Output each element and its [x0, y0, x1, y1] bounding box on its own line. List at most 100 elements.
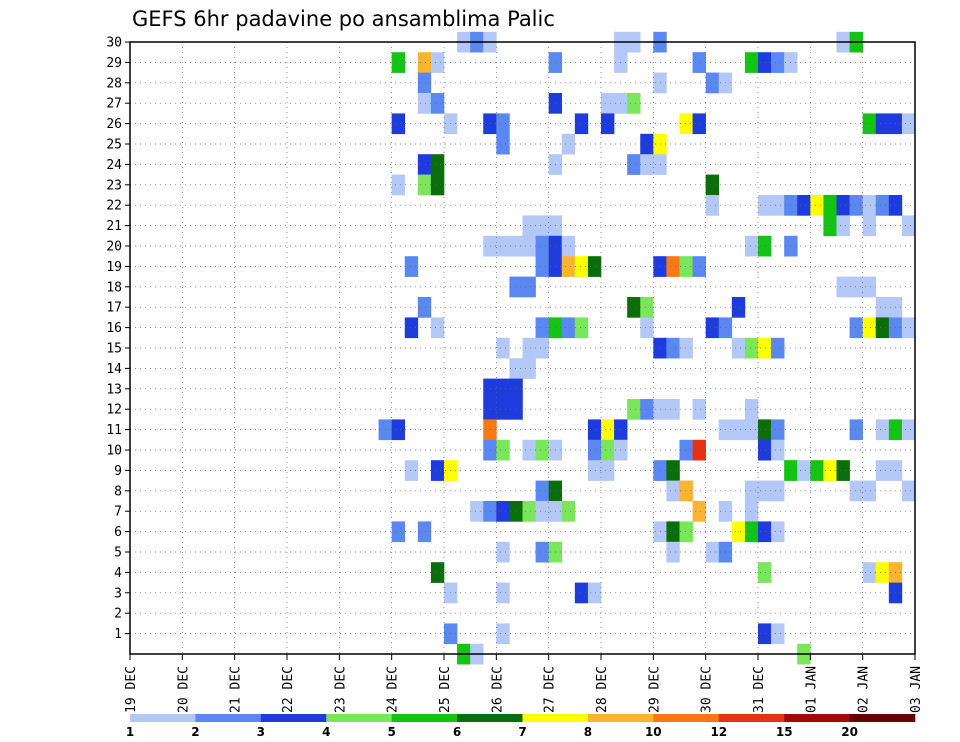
y-tick-26: 26: [106, 117, 122, 132]
cell-76: [509, 235, 523, 257]
y-tick-9: 9: [114, 464, 122, 479]
y-tick-22: 22: [106, 199, 122, 214]
colorbar-swatch-6: [522, 714, 589, 722]
colorbar-swatch-3: [326, 714, 392, 722]
cell-23: [430, 93, 445, 114]
colorbar-swatch-1: [195, 714, 262, 722]
cell-84: [404, 256, 419, 277]
cell-121: [522, 337, 536, 359]
cell-25: [601, 93, 615, 114]
cell-159: [901, 419, 916, 441]
cell-189: [679, 480, 693, 502]
cell-88: [574, 256, 589, 277]
cell-33: [601, 113, 615, 135]
cell-235: [771, 623, 785, 645]
y-tick-12: 12: [106, 403, 122, 418]
colorbar-swatch-2: [260, 714, 327, 722]
cell-30: [483, 113, 497, 135]
cell-80: [561, 235, 576, 257]
y-tick-20: 20: [106, 240, 122, 255]
colorbar-swatch-11: [849, 714, 916, 722]
colorbar-label-20: 20: [841, 725, 858, 739]
cell-217: [535, 541, 549, 563]
colorbar-swatch-10: [784, 714, 850, 722]
cell-59: [797, 195, 811, 216]
cell-114: [849, 317, 863, 339]
y-tick-8: 8: [114, 484, 122, 499]
cell-169: [692, 439, 706, 461]
cell-62: [836, 195, 850, 216]
y-axis: 1234567891011121314151617181920212223242…: [106, 36, 130, 642]
cell-230: [587, 582, 602, 604]
cell-156: [849, 419, 863, 441]
x-tick-13: 01 JAN: [804, 666, 819, 713]
colorbar-swatch-8: [653, 714, 720, 722]
cell-207: [391, 521, 406, 543]
cell-10: [430, 52, 445, 73]
cell-181: [810, 460, 824, 481]
colorbar-label-15: 15: [776, 725, 793, 739]
cell-184: [875, 460, 890, 481]
cell-107: [535, 317, 549, 339]
colorbar-label-5: 5: [388, 725, 396, 739]
colorbar-label-7: 7: [518, 725, 526, 739]
cell-105: [404, 317, 419, 339]
cell-71: [836, 215, 850, 237]
cell-131: [522, 358, 536, 379]
cell-196: [470, 501, 484, 522]
x-tick-15: 03 JAN: [909, 666, 924, 713]
cell-215: [771, 521, 785, 543]
x-tick-10: 29 DEC: [647, 666, 662, 713]
cell-228: [496, 582, 510, 604]
cell-93: [692, 256, 706, 277]
y-tick-30: 30: [106, 36, 122, 51]
cell-106: [430, 317, 445, 339]
cell-134: [496, 378, 510, 400]
cell-133: [483, 378, 497, 400]
cell-138: [509, 399, 523, 420]
cell-137: [496, 399, 510, 420]
cell-128: [758, 337, 772, 359]
cell-45: [430, 154, 445, 175]
cell-68: [535, 215, 549, 237]
cell-22: [417, 93, 432, 114]
cell-115: [862, 317, 877, 339]
cell-48: [640, 154, 654, 175]
cell-13: [692, 52, 706, 73]
cell-74: [483, 235, 497, 257]
y-tick-5: 5: [114, 546, 122, 561]
cell-206: [744, 501, 759, 522]
cell-155: [771, 419, 785, 441]
cell-35: [692, 113, 706, 135]
cell-197: [483, 501, 497, 522]
cell-170: [758, 439, 772, 461]
cell-192: [771, 480, 785, 502]
cell-152: [731, 419, 746, 441]
cell-75: [496, 235, 510, 257]
x-tick-5: 24 DEC: [386, 666, 401, 713]
cell-111: [640, 317, 654, 339]
cell-163: [535, 439, 549, 461]
cell-149: [601, 419, 615, 441]
y-tick-23: 23: [106, 178, 122, 193]
cell-161: [496, 439, 510, 461]
cell-210: [666, 521, 680, 543]
x-tick-3: 22 DEC: [281, 666, 296, 713]
cell-162: [522, 439, 536, 461]
cell-213: [744, 521, 759, 543]
cell-204: [692, 501, 706, 522]
cell-87: [561, 256, 576, 277]
y-tick-24: 24: [106, 158, 122, 173]
cell-222: [430, 562, 445, 583]
chart-title: GEFS 6hr padavine po ansamblima Palic: [132, 7, 555, 31]
colorbar-swatch-7: [587, 714, 654, 722]
cell-171: [771, 439, 785, 461]
colorbar-label-8: 8: [584, 725, 592, 739]
cell-112: [705, 317, 720, 339]
y-tick-1: 1: [114, 627, 122, 642]
cell-173: [430, 460, 445, 481]
cell-116: [875, 317, 890, 339]
cell-229: [574, 582, 589, 604]
cell-55: [705, 195, 720, 216]
x-tick-6: 25 DEC: [438, 666, 453, 713]
